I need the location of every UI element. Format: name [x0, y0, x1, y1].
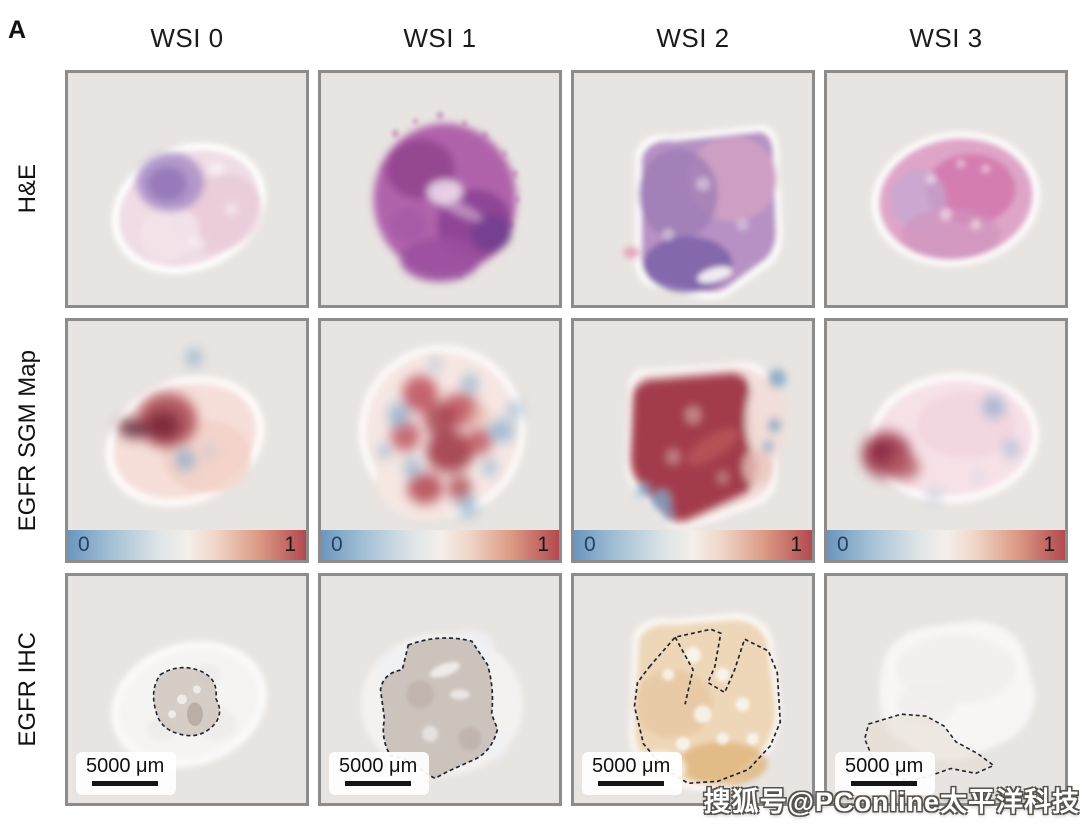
scale-bar-label: 5000 μm: [845, 755, 924, 777]
row-label-sgm: EGFR SGM Map: [0, 318, 56, 563]
colorbar-max-label: 1: [537, 533, 549, 556]
column-header-wsi2: WSI 2: [656, 23, 730, 53]
colorbar-min-label: 0: [584, 533, 596, 556]
panel-sgm-wsi2: 0 1: [571, 318, 815, 563]
scale-bar-label: 5000 μm: [339, 755, 418, 777]
colorbar-min-label: 0: [78, 533, 90, 556]
scale-bar: 5000 μm: [835, 752, 936, 795]
colorbar-min-label: 0: [837, 533, 849, 556]
panel-ihc-wsi1: 5000 μm: [318, 573, 562, 806]
row-label-he: H&E: [0, 70, 56, 308]
panel-he-wsi1: [318, 70, 562, 308]
he-wsi3-image: [827, 73, 1065, 305]
panel-sgm-wsi1: 0 1: [318, 318, 562, 563]
ihc-wsi1-image: [321, 576, 559, 803]
scale-bar-label: 5000 μm: [592, 755, 671, 777]
figure-grid: WSI 0 WSI 1 WSI 2 WSI 3 H&E: [0, 0, 1068, 806]
colorbar-max-label: 1: [1043, 533, 1055, 556]
ihc-wsi2-image: [574, 576, 812, 803]
he-wsi0-image: [68, 73, 306, 305]
scale-bar-line: [92, 781, 159, 786]
he-wsi1-image: [321, 73, 559, 305]
panel-he-wsi2: [571, 70, 815, 308]
column-header-wsi1: WSI 1: [403, 23, 477, 53]
sgm-wsi0-image: [68, 321, 306, 530]
colorbar-max-label: 1: [284, 533, 296, 556]
panel-ihc-wsi2: 5000 μm: [571, 573, 815, 806]
colorbar-min-label: 0: [331, 533, 343, 556]
scale-bar: 5000 μm: [329, 752, 430, 795]
he-wsi2-image: [574, 73, 812, 305]
sgm-colorbar: 0 1: [827, 530, 1065, 560]
row-label-ihc: EGFR IHC: [0, 573, 56, 806]
ihc-wsi0-image: [68, 576, 306, 803]
scale-bar-line: [345, 781, 412, 786]
panel-he-wsi0: [65, 70, 309, 308]
panel-sgm-wsi3: 0 1: [824, 318, 1068, 563]
sgm-wsi2-image: [574, 321, 812, 530]
row-label-ihc-text: EGFR IHC: [14, 632, 41, 747]
grid-corner-spacer: [0, 0, 56, 60]
row-label-he-text: H&E: [14, 164, 41, 214]
scale-bar: 5000 μm: [582, 752, 683, 795]
panel-he-wsi3: [824, 70, 1068, 308]
figure-letter: A: [8, 16, 27, 44]
sgm-colorbar: 0 1: [68, 530, 306, 560]
scale-bar-line: [851, 781, 918, 786]
row-label-sgm-text: EGFR SGM Map: [14, 349, 41, 532]
column-header-wsi0: WSI 0: [150, 23, 224, 53]
watermark: 搜狐号@PConline太平洋科技: [703, 787, 1080, 817]
scale-bar: 5000 μm: [76, 752, 177, 795]
scale-bar-label: 5000 μm: [86, 755, 165, 777]
panel-ihc-wsi3: 5000 μm: [824, 573, 1068, 806]
sgm-colorbar: 0 1: [574, 530, 812, 560]
sgm-wsi3-image: [827, 321, 1065, 530]
colorbar-max-label: 1: [790, 533, 802, 556]
sgm-colorbar: 0 1: [321, 530, 559, 560]
scale-bar-line: [598, 781, 665, 786]
panel-sgm-wsi0: 0 1: [65, 318, 309, 563]
sgm-wsi1-image: [321, 321, 559, 530]
column-header-wsi3: WSI 3: [909, 23, 983, 53]
ihc-wsi3-image: [827, 576, 1065, 803]
panel-ihc-wsi0: 5000 μm: [65, 573, 309, 806]
